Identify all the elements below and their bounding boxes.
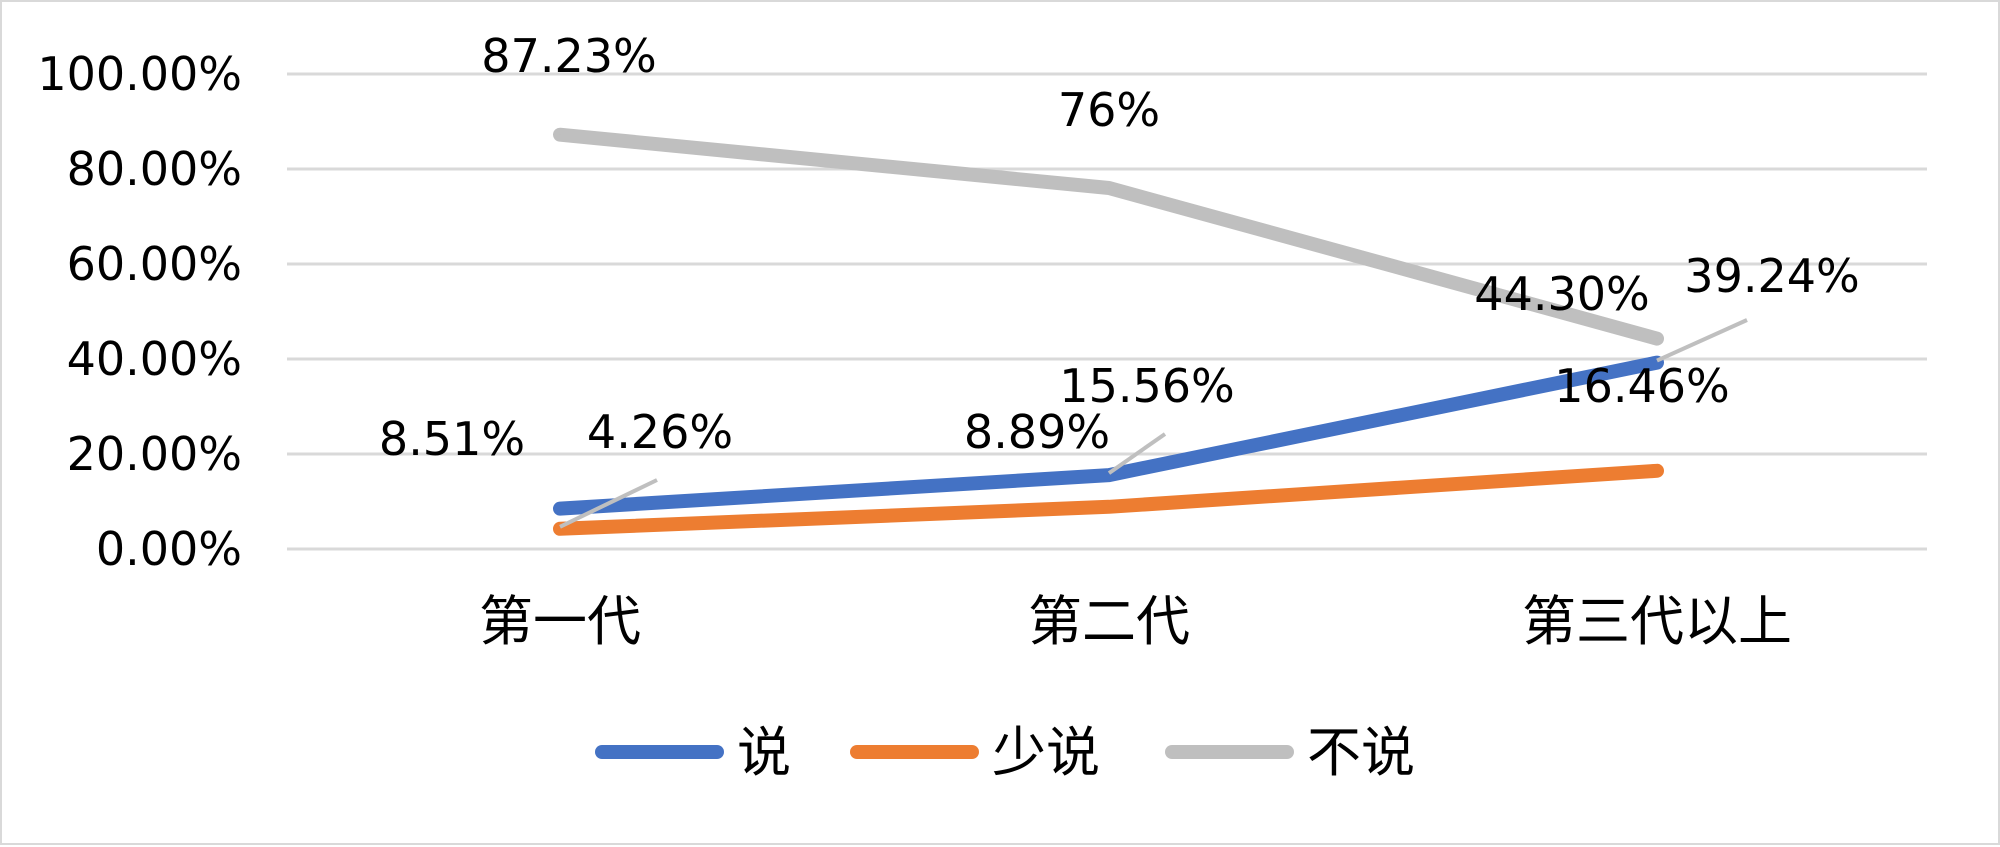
leader-line — [1107, 432, 1167, 475]
data-label: 76% — [1058, 83, 1160, 137]
data-point — [1108, 505, 1110, 508]
data-point — [1108, 187, 1110, 189]
x-axis-categories: 第一代 第二代 第三代以上 — [479, 590, 1792, 653]
legend: 说 少说 不说 — [595, 721, 1415, 784]
data-labels: 8.51% 15.56% 39.24% 4.26% 8.89% 16.46% 87.23% 7… — [379, 29, 1860, 466]
data-label: 16.46% — [1554, 359, 1729, 413]
data-point — [1656, 469, 1658, 472]
data-label: 15.56% — [1059, 359, 1234, 413]
data-point — [1656, 337, 1658, 340]
legend-label: 不说 — [1307, 721, 1415, 784]
y-tick-label: 0.00% — [96, 522, 242, 576]
data-label: 87.23% — [481, 29, 656, 83]
y-tick-label: 20.00% — [67, 427, 242, 481]
y-tick-label: 80.00% — [67, 142, 242, 196]
y-tick-label: 40.00% — [67, 332, 242, 386]
label-leader-lines — [559, 318, 1748, 529]
y-tick-label: 60.00% — [67, 237, 242, 291]
x-category-label: 第一代 — [479, 590, 641, 653]
series-lines — [553, 127, 1664, 536]
x-category-label: 第二代 — [1028, 590, 1190, 653]
data-label: 8.51% — [379, 412, 525, 466]
data-point — [1108, 474, 1110, 477]
legend-label: 少说 — [992, 721, 1100, 784]
data-label: 8.89% — [964, 405, 1110, 459]
data-label: 4.26% — [587, 405, 733, 459]
data-label: 39.24% — [1684, 249, 1859, 303]
gridlines — [287, 72, 1927, 551]
y-axis-ticks: 0.00% 20.00% 40.00% 60.00% 80.00% 100.00% — [37, 47, 242, 576]
legend-label: 说 — [737, 721, 791, 784]
data-label: 44.30% — [1474, 267, 1649, 321]
x-category-label: 第三代以上 — [1522, 590, 1792, 653]
leader-line — [1656, 318, 1748, 363]
data-point — [559, 133, 561, 136]
data-point — [559, 527, 561, 530]
data-point — [559, 507, 561, 510]
data-point — [1656, 361, 1658, 364]
leader-line — [559, 478, 658, 529]
y-tick-label: 100.00% — [37, 47, 242, 101]
